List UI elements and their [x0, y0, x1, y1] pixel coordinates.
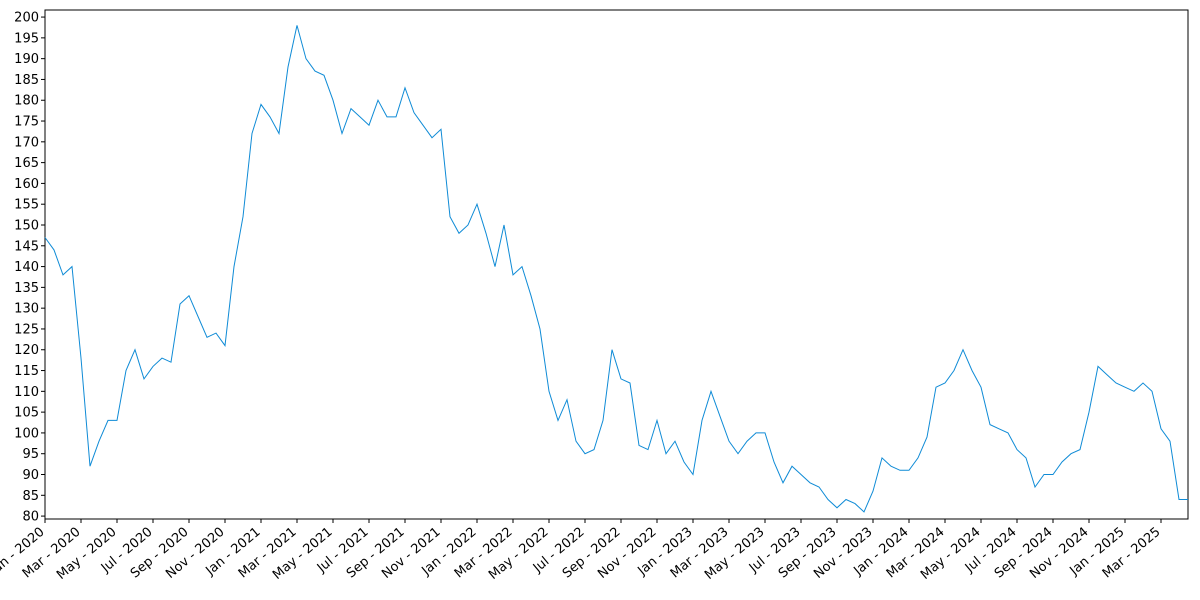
- y-tick-label: 125: [14, 322, 39, 337]
- y-tick-label: 85: [22, 489, 39, 504]
- y-tick-label: 180: [14, 94, 39, 109]
- y-tick-label: 155: [14, 198, 39, 213]
- y-tick-label: 105: [14, 406, 39, 421]
- y-tick-label: 115: [14, 364, 39, 379]
- y-tick-label: 165: [14, 156, 39, 171]
- y-tick-label: 200: [14, 11, 39, 26]
- price-line: [44, 25, 1188, 513]
- y-tick-label: 130: [14, 302, 39, 317]
- y-tick-label: 135: [14, 281, 39, 296]
- y-tick-label: 175: [14, 115, 39, 130]
- y-tick-label: 140: [14, 260, 39, 275]
- y-tick-label: 170: [14, 135, 39, 150]
- y-tick-label: 160: [14, 177, 39, 192]
- y-tick-label: 195: [14, 31, 39, 46]
- y-tick-label: 120: [14, 343, 39, 358]
- plot-frame: [44, 9, 1189, 520]
- y-tick-label: 190: [14, 52, 39, 67]
- y-tick-label: 110: [14, 385, 39, 400]
- y-tick-label: 95: [22, 447, 39, 462]
- y-tick-label: 90: [22, 468, 39, 483]
- y-tick-label: 185: [14, 73, 39, 88]
- y-tick-label: 145: [14, 239, 39, 254]
- y-tick-label: 100: [14, 426, 39, 441]
- y-tick-label: 150: [14, 218, 39, 233]
- y-tick-label: 80: [22, 510, 39, 525]
